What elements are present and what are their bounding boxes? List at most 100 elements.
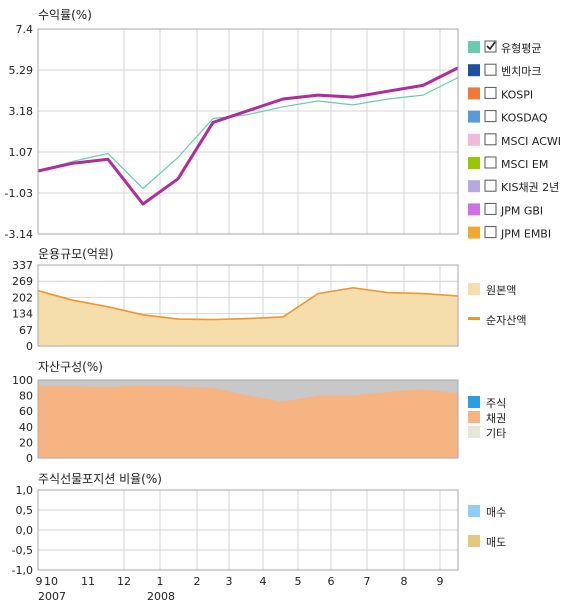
aum-plot <box>37 286 459 346</box>
legend-label: 주식 <box>486 397 506 410</box>
legend-swatch <box>468 203 480 216</box>
legend-label: 채권 <box>486 412 506 425</box>
legend-checkbox <box>484 40 497 53</box>
legend-swatch <box>468 426 480 438</box>
legend-swatch <box>468 411 480 423</box>
futures-frame <box>37 489 459 571</box>
legend-swatch <box>468 41 480 53</box>
x-year-label: 2007 <box>38 590 66 603</box>
legend-swatch <box>468 317 480 320</box>
assets-y-axis: 100 80 60 40 20 0 <box>12 374 33 465</box>
aum-frame <box>37 264 459 347</box>
line-순자산액 <box>37 286 459 321</box>
returns-frame <box>37 28 459 235</box>
y-tick-label: -1,0 <box>12 564 33 577</box>
legend-label: 원본액 <box>486 284 516 297</box>
futures-y-axis: 1,0 0,5 0,0 -0,5 -1,0 <box>12 484 33 577</box>
y-tick-label: 0,5 <box>16 504 34 517</box>
legend-checkbox <box>484 179 497 192</box>
y-tick-label: -1.03 <box>5 187 33 200</box>
returns-panel-title: 수익률(%) <box>38 8 92 22</box>
legend-swatch <box>468 226 480 239</box>
x-tick-label: 4 <box>260 575 267 588</box>
y-tick-label: 60 <box>19 405 33 418</box>
checkmark-icon <box>486 41 496 51</box>
x-tick-label: 6 <box>328 575 335 588</box>
legend-swatch <box>468 133 480 146</box>
x-tick-label: 7 <box>364 575 371 588</box>
y-tick-label: 20 <box>19 436 33 449</box>
y-tick-label: 1.07 <box>9 146 34 159</box>
y-tick-label: 337 <box>12 259 33 272</box>
legend-swatch <box>468 396 480 408</box>
x-tick-label: 5 <box>295 575 302 588</box>
futures-panel-title: 주식선물포지션 비율(%) <box>38 472 162 486</box>
y-tick-label: -3.14 <box>5 228 33 241</box>
legend-label: 벤치마크 <box>501 65 541 78</box>
legend-label: MSCI ACWI <box>501 135 561 148</box>
futures-grid <box>38 490 458 570</box>
legend-swatch <box>468 535 480 547</box>
y-tick-label: 1,0 <box>16 484 34 497</box>
returns-plot <box>37 66 459 206</box>
y-tick-label: 134 <box>12 308 33 321</box>
series-line <box>37 77 459 190</box>
x-year-label: 2008 <box>147 590 175 603</box>
y-tick-label: 80 <box>19 390 33 403</box>
y-tick-label: 0 <box>26 340 33 353</box>
returns-grid <box>38 29 458 234</box>
legend-swatch <box>468 180 480 193</box>
legend-checkbox <box>484 86 497 99</box>
legend-checkbox <box>484 63 497 76</box>
x-tick-label: 9 <box>437 575 444 588</box>
y-tick-label: 7.4 <box>16 23 34 36</box>
x-tick-label: 9 <box>36 575 43 588</box>
aum-y-axis: 337 269 202 134 67 0 <box>12 259 33 353</box>
x-tick-label: 2 <box>194 575 201 588</box>
legend-label: 유형평균 <box>501 42 541 55</box>
x-tick-label: 10 <box>44 575 58 588</box>
legend-label: 매도 <box>486 536 506 549</box>
legend-label: JPM EMBI <box>500 228 551 241</box>
x-tick-label: 1 <box>157 575 164 588</box>
legend-swatch <box>468 283 480 295</box>
y-tick-label: 269 <box>12 275 33 288</box>
aum-panel-title: 운용규모(억원) <box>38 247 114 261</box>
assets-panel-title: 자산구성(%) <box>38 360 103 374</box>
y-tick-label: 67 <box>19 324 33 337</box>
legend-swatch <box>468 64 480 77</box>
y-tick-label: 100 <box>12 374 33 387</box>
assets-frame <box>37 379 459 459</box>
area-채권 <box>38 385 458 458</box>
series-line <box>37 66 459 206</box>
legend-checkbox <box>484 133 497 146</box>
legend-checkbox <box>484 226 497 239</box>
legend-checkbox <box>484 110 497 123</box>
legend-checkbox <box>484 156 497 169</box>
legend-label: 기타 <box>486 427 506 440</box>
legend-checkbox <box>484 202 497 215</box>
legend-swatch <box>468 505 480 517</box>
area-원본액 <box>38 288 458 346</box>
y-tick-label: 202 <box>12 291 33 304</box>
returns-y-axis: 7.4 5.29 3.18 1.07 -1.03 -3.14 <box>5 23 33 241</box>
legend-swatch <box>468 87 480 100</box>
x-tick-label: 3 <box>226 575 233 588</box>
y-tick-label: -0,5 <box>12 544 33 557</box>
legend-label: KIS채권 2년 <box>501 181 559 194</box>
legend-swatch <box>468 157 480 169</box>
x-tick-label: 12 <box>117 575 131 588</box>
legend-label: KOSDAQ <box>501 112 548 125</box>
legend-label: 매수 <box>486 506 506 519</box>
legend-label: 순자산액 <box>486 314 526 327</box>
assets-plot <box>38 380 458 458</box>
y-tick-label: 40 <box>19 421 33 434</box>
legend-label: MSCI EM <box>501 158 548 171</box>
y-tick-label: 3.18 <box>9 105 34 118</box>
legend-label: KOSPI <box>501 88 533 101</box>
